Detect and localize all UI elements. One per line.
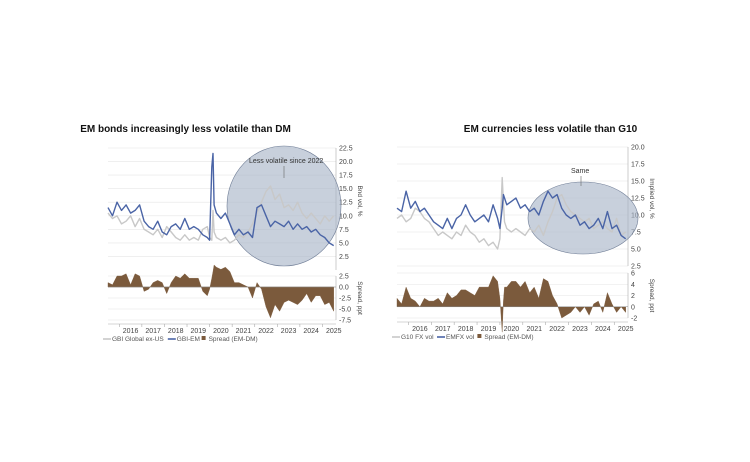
x-tick-label: 2024 <box>303 328 319 335</box>
x-tick-label: 2017 <box>435 326 451 333</box>
x-tick-label: 2016 <box>412 326 428 333</box>
y2-tick-label: -2 <box>631 316 637 323</box>
chart-currencies-svg: 20.017.515.012.510.07.55.02.56420-2Impli… <box>392 145 655 341</box>
legend-swatch <box>201 336 206 340</box>
series-line-emfx-vol <box>396 190 627 240</box>
x-tick-label: 2018 <box>168 328 184 335</box>
legend-label: Spread (EM-DM) <box>484 334 533 341</box>
y2-tick-label: 0.0 <box>339 285 349 292</box>
series-line-gbi-em <box>107 152 335 247</box>
y-tick-label: 10.0 <box>339 213 353 220</box>
x-tick-label: 2019 <box>191 328 207 335</box>
legend-label: EMFX vol <box>446 334 475 341</box>
y-tick-label: 17.5 <box>631 162 645 169</box>
y-tick-label: 20.0 <box>631 145 645 152</box>
y2-tick-label: -5.0 <box>339 307 351 314</box>
y2-axis-title: Spread, ppt <box>648 279 655 313</box>
y-tick-label: 22.5 <box>339 146 353 153</box>
x-tick-label: 2022 <box>258 328 274 335</box>
y2-tick-label: 4 <box>631 282 635 289</box>
x-tick-label: 2016 <box>123 328 139 335</box>
y2-tick-label: 2 <box>631 293 635 300</box>
y2-tick-label: 0 <box>631 304 635 311</box>
chart-title: EM bonds increasingly less volatile than… <box>80 124 291 135</box>
annotation-label: Same <box>571 168 589 175</box>
y2-tick-label: 6 <box>631 271 635 278</box>
legend-label: G10 FX vol <box>401 334 434 341</box>
y-tick-label: 17.5 <box>339 173 353 180</box>
y-tick-label: 5.0 <box>631 247 641 254</box>
y-tick-label: 5.0 <box>339 240 349 247</box>
y-axis-title: Bnd vol, % <box>356 185 363 216</box>
y2-tick-label: -7.5 <box>339 318 351 325</box>
spread-area <box>396 275 626 333</box>
x-tick-label: 2025 <box>618 326 634 333</box>
y2-tick-label: 2.5 <box>339 274 349 281</box>
x-tick-label: 2017 <box>145 328 161 335</box>
annotation-label: Less volatile since 2022 <box>249 158 323 165</box>
y-tick-label: 15.0 <box>631 179 645 186</box>
y2-axis-title: Spread, ppt <box>356 281 363 315</box>
y-tick-label: 7.5 <box>339 227 349 234</box>
x-tick-label: 2021 <box>236 328 252 335</box>
spread-area <box>107 264 334 319</box>
chart-bonds-svg: 22.5 20.0 17.5 15.0 12.5 10.0 7.5 5.0 2.5 2.5 0.0 -… <box>103 146 363 343</box>
x-tick-label: 2020 <box>504 326 520 333</box>
x-tick-label: 2023 <box>572 326 588 333</box>
x-tick-label: 2021 <box>526 326 542 333</box>
y2-tick-label: -2.5 <box>339 296 351 303</box>
series-line-gbi-global-ex-us <box>107 185 335 244</box>
y-axis-title: Implied vol, % <box>648 178 655 219</box>
x-tick-label: 2020 <box>213 328 229 335</box>
legend-label: GBI Global ex-US <box>112 336 164 343</box>
x-tick-label: 2023 <box>281 328 297 335</box>
y-tick-label: 12.5 <box>631 196 645 203</box>
legend-label: Spread (EM-DM) <box>209 336 258 343</box>
legend-label: GBI-EM <box>177 336 200 343</box>
legend-swatch <box>477 334 482 338</box>
x-tick-label: 2025 <box>326 328 342 335</box>
y-tick-label: 20.0 <box>339 159 353 166</box>
series-line-g10-fx-vol <box>396 176 627 250</box>
y-tick-label: 15.0 <box>339 186 353 193</box>
chart-title: EM currencies less volatile than G10 <box>463 124 638 135</box>
chart-panel-currencies: EM currencies less volatile than G10 20.… <box>375 0 750 462</box>
y-tick-label: 2.5 <box>339 254 349 261</box>
x-tick-label: 2022 <box>549 326 565 333</box>
y-tick-label: 7.5 <box>631 230 641 237</box>
highlight-ellipse <box>527 181 639 255</box>
chart-panel-bonds: EM bonds increasingly less volatile than… <box>80 124 363 343</box>
x-tick-label: 2018 <box>458 326 474 333</box>
x-tick-label: 2019 <box>481 326 497 333</box>
y-tick-label: 2.5 <box>631 264 641 271</box>
y-tick-label: 12.5 <box>339 200 353 207</box>
x-tick-label: 2024 <box>595 326 611 333</box>
